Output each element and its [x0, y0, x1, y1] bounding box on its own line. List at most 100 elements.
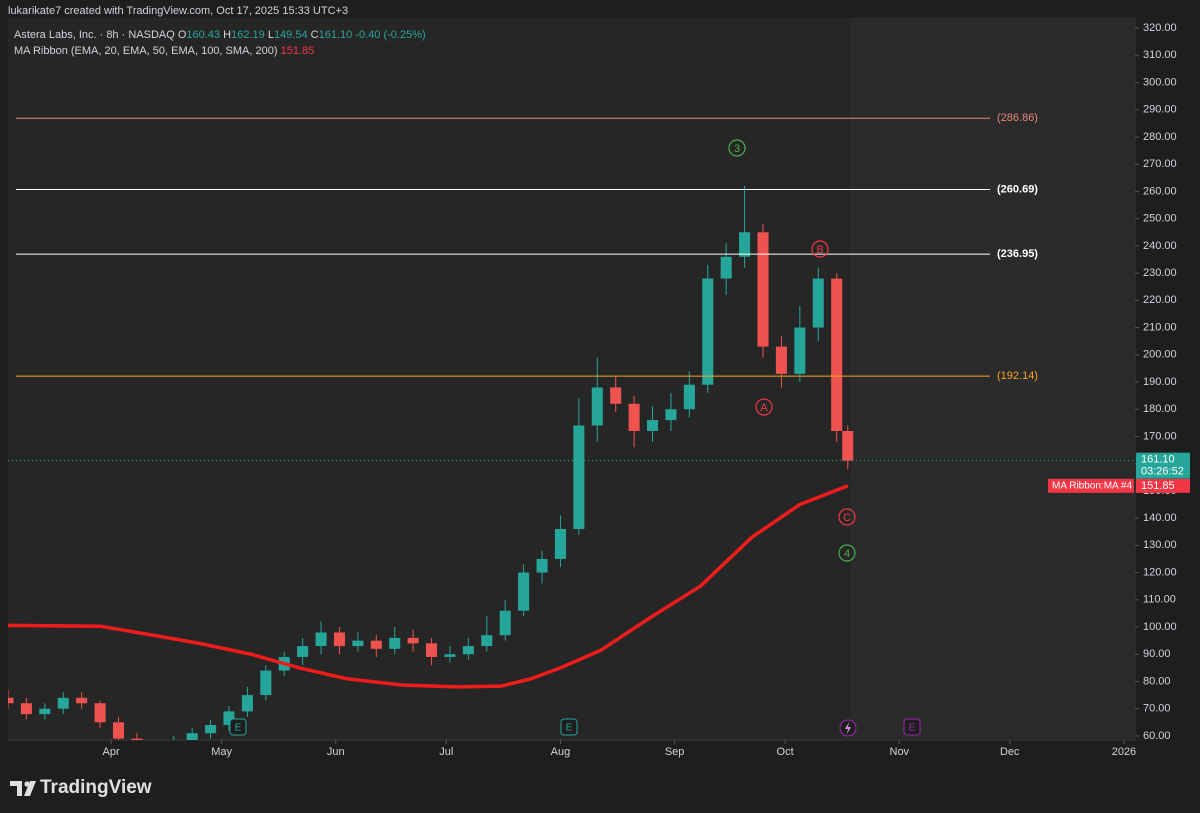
candle-body — [186, 733, 198, 740]
x-tick-label: Nov — [890, 746, 910, 758]
indicator-value: 151.85 — [281, 45, 315, 57]
y-tick-label: 190.00 — [1143, 376, 1177, 388]
candle-body — [462, 646, 474, 655]
candle-body — [536, 558, 548, 573]
candle-body — [205, 725, 217, 734]
logo-dot — [24, 781, 30, 787]
candle-body — [241, 695, 253, 712]
candle-body — [370, 640, 382, 649]
x-tick-label: 2026 — [1112, 746, 1136, 758]
y-tick-label: 210.00 — [1143, 321, 1177, 333]
level-label: (260.69) — [997, 183, 1038, 195]
x-tick-label: Apr — [103, 746, 120, 758]
y-tick-label: 100.00 — [1143, 621, 1177, 633]
candle-body — [94, 703, 106, 723]
level-label: (236.95) — [997, 248, 1038, 260]
change: -0.40 (-0.25%) — [355, 29, 425, 41]
event-marker — [229, 718, 247, 736]
candle-body — [20, 703, 32, 715]
last-price-box — [1136, 452, 1190, 479]
last-price-label: 161.10 — [1141, 454, 1175, 466]
y-tick-label: 230.00 — [1143, 267, 1177, 279]
candle-body — [131, 738, 143, 740]
wave-label: C — [843, 512, 851, 524]
y-tick-label: 260.00 — [1143, 185, 1177, 197]
candle-body — [260, 670, 272, 696]
candle-body — [76, 697, 88, 704]
candle-body — [591, 387, 603, 426]
candle-body — [112, 722, 125, 739]
y-tick-label: 90.00 — [1143, 648, 1171, 660]
candle-body — [223, 711, 235, 726]
ma-line — [8, 484, 849, 689]
indicator-line: MA Ribbon (EMA, 20, EMA, 50, EMA, 100, S… — [14, 45, 314, 57]
candle-body — [842, 430, 854, 461]
candle-body — [8, 697, 14, 704]
x-tick-label: Sep — [665, 746, 685, 758]
ma-name-box — [1048, 478, 1134, 493]
y-tick-label: 270.00 — [1143, 158, 1177, 170]
plot-layer — [8, 18, 1135, 740]
indicator: MA Ribbon (EMA, 20, EMA, 50, EMA, 100, S… — [14, 45, 278, 57]
candle-body — [628, 403, 640, 431]
wave-label: A — [760, 402, 768, 414]
candle-body — [352, 640, 364, 647]
y-tick-label: 130.00 — [1143, 539, 1177, 551]
y-tick-label: 250.00 — [1143, 213, 1177, 225]
attribution: lukarikate7 created with TradingView.com… — [8, 5, 348, 17]
y-tick-label: 80.00 — [1143, 675, 1171, 687]
wave-circle — [755, 398, 773, 416]
candle-body — [407, 637, 419, 644]
x-tick-label: Jul — [439, 746, 453, 758]
wave-circle — [838, 508, 856, 526]
wave-label: 4 — [844, 548, 850, 560]
y-tick-label: 140.00 — [1143, 512, 1177, 524]
open: 160.43 — [186, 29, 220, 41]
candle-body — [39, 708, 51, 715]
y-tick-label: 220.00 — [1143, 294, 1177, 306]
candle-body — [499, 610, 511, 636]
x-tick-label: Dec — [1000, 746, 1020, 758]
x-tick-label: Aug — [551, 746, 571, 758]
candle-body — [315, 632, 327, 647]
candle-body — [683, 384, 695, 410]
event-marker — [560, 718, 578, 736]
candle-body — [426, 643, 438, 657]
close-label: C — [311, 29, 319, 41]
high-label: H — [223, 29, 231, 41]
y-tick-label: 280.00 — [1143, 131, 1177, 143]
candle-body — [333, 632, 345, 647]
candle-body — [665, 409, 677, 421]
logo-text: TradingView — [40, 777, 152, 798]
future-area — [850, 18, 1135, 740]
candle-body — [297, 646, 309, 657]
level-label: (286.86) — [997, 112, 1038, 124]
open-label: O — [178, 29, 187, 41]
wave-circle — [811, 240, 829, 258]
candle-body — [812, 278, 824, 328]
y-tick-label: 170.00 — [1143, 430, 1177, 442]
y-tick-label: 180.00 — [1143, 403, 1177, 415]
y-tick-label: 60.00 — [1143, 730, 1171, 742]
candle-body — [554, 529, 566, 559]
x-tick-label: Jun — [327, 746, 345, 758]
event-marker — [903, 718, 921, 736]
high: 162.19 — [231, 29, 265, 41]
event-label: E — [566, 723, 573, 734]
candle-body — [775, 346, 787, 374]
candle-body — [739, 232, 751, 257]
low: 149.54 — [274, 29, 308, 41]
y-tick-label: 240.00 — [1143, 240, 1177, 252]
candle-body — [389, 637, 401, 649]
wave-label: B — [816, 244, 823, 256]
y-tick-label: 200.00 — [1143, 349, 1177, 361]
x-tick-label: May — [211, 746, 232, 758]
candle-body — [573, 425, 585, 530]
candle-body — [720, 256, 732, 279]
logo-mark — [10, 781, 36, 796]
level-label: (192.14) — [997, 370, 1038, 382]
event-label: E — [235, 723, 242, 734]
ma-name: MA Ribbon:MA #4 — [1052, 480, 1132, 491]
y-tick-label: 310.00 — [1143, 49, 1177, 61]
